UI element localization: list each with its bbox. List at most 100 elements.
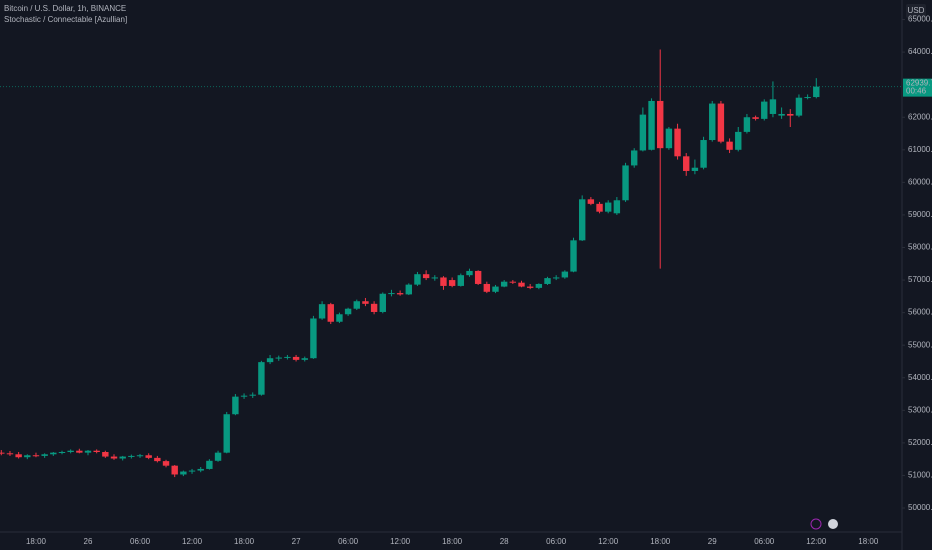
candle-body [301, 358, 308, 360]
x-tick-label: 28 [500, 537, 509, 546]
candle-body [657, 100, 664, 149]
candle-body [752, 117, 759, 119]
y-tick-label: 64000.00 [908, 47, 932, 56]
candle-body [787, 113, 794, 116]
candle-body [180, 471, 187, 475]
flag-icon[interactable] [828, 519, 838, 529]
y-tick-label: 54000.00 [908, 373, 932, 382]
x-tick-label: 18:00 [442, 537, 463, 546]
candle-body [717, 103, 725, 142]
candle-body [457, 275, 465, 286]
candle-body [474, 270, 482, 284]
candle-body [206, 460, 213, 469]
candle-body [344, 308, 352, 315]
x-tick-label: 12:00 [598, 537, 619, 546]
candle-body [448, 280, 456, 286]
candle-body [370, 303, 378, 312]
candle-body [284, 356, 291, 358]
candle-body [639, 114, 647, 151]
candle-body [518, 282, 525, 287]
candle-body [24, 455, 31, 458]
candle-body [587, 199, 595, 204]
candle-body [188, 470, 196, 472]
candle-body [0, 452, 5, 454]
candle-body [466, 270, 473, 276]
candle-body [500, 281, 508, 287]
candle-body [67, 450, 74, 453]
candle-body [310, 318, 317, 359]
candle-body [249, 394, 256, 396]
candle-body [240, 395, 248, 397]
candle-body [41, 454, 48, 456]
y-tick-label: 55000.00 [908, 340, 932, 349]
y-tick-label: 58000.00 [908, 243, 932, 252]
candle-body [431, 277, 438, 279]
y-tick-label: 65000.00 [908, 15, 932, 24]
candle-body [258, 362, 265, 395]
candle-body [735, 131, 742, 150]
candle-body [622, 165, 629, 201]
candle-body [761, 101, 768, 119]
currency-box[interactable] [906, 4, 926, 18]
candle-body [743, 117, 751, 132]
x-tick-label: 06:00 [130, 537, 151, 546]
candle-body [778, 113, 785, 116]
candle-body [327, 304, 334, 322]
y-tick-label: 59000.00 [908, 210, 932, 219]
candle-body [379, 293, 386, 312]
candle-body [197, 468, 204, 471]
candle-body [578, 199, 586, 241]
candle-body [674, 128, 681, 157]
y-tick-label: 57000.00 [908, 275, 932, 284]
y-tick-label: 51000.00 [908, 471, 932, 480]
x-tick-label: 06:00 [546, 537, 567, 546]
candle-body [552, 277, 560, 279]
last-price-box [903, 78, 932, 97]
candle-body [804, 97, 811, 99]
indicator-label: Stochastic / Connectable [Azullian] [4, 15, 127, 24]
candle-body [648, 100, 655, 150]
candle-body [700, 140, 707, 168]
candle-body [709, 103, 716, 141]
x-tick-label: 12:00 [390, 537, 411, 546]
y-tick-label: 62000.00 [908, 112, 932, 121]
y-tick-label: 61000.00 [908, 145, 932, 154]
candle-body [128, 455, 135, 457]
candle-body [605, 202, 612, 212]
candle-body [683, 156, 690, 171]
countdown-label: 00:46 [906, 87, 927, 96]
y-tick-label: 60000.00 [908, 177, 932, 186]
candle-body [526, 286, 534, 288]
candle-body [726, 141, 733, 150]
event-icon[interactable] [810, 518, 822, 530]
candle-body [388, 293, 395, 295]
x-tick-label: 18:00 [858, 537, 879, 546]
candle-body [414, 274, 421, 285]
candle-body [362, 301, 369, 304]
x-tick-label: 27 [292, 537, 301, 546]
candle-body [665, 128, 673, 149]
last-price-label: 62939.75 [906, 79, 932, 88]
candle-body [171, 465, 178, 475]
x-tick-label: 18:00 [26, 537, 47, 546]
candle-body [110, 456, 118, 459]
x-tick-label: 18:00 [650, 537, 671, 546]
candle-body [769, 99, 777, 114]
chart-title: Bitcoin / U.S. Dollar, 1h, BINANCE [4, 4, 126, 13]
candle-body [631, 150, 638, 166]
candle-body [50, 452, 57, 455]
candle-body [6, 453, 14, 455]
currency-label[interactable]: USD [908, 6, 925, 15]
candle-body [422, 274, 430, 279]
candle-body [544, 278, 551, 284]
candle-body [76, 450, 83, 453]
candle-body [318, 304, 326, 319]
y-tick-label: 53000.00 [908, 405, 932, 414]
candle-body [483, 283, 491, 292]
candle-body [102, 452, 109, 457]
candle-body [58, 452, 66, 454]
candle-body [32, 455, 40, 457]
x-tick-label: 12:00 [806, 537, 827, 546]
candle-body [440, 277, 447, 286]
